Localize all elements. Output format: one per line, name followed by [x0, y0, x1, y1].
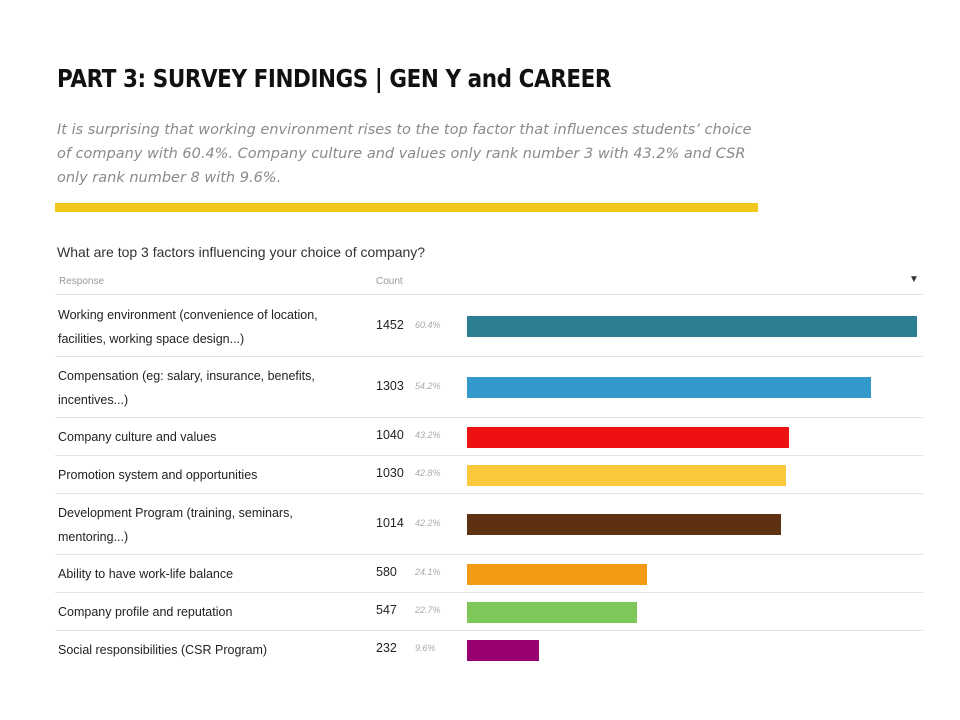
- count-value: 1014: [376, 515, 404, 530]
- chart-question: What are top 3 factors influencing your …: [57, 244, 426, 260]
- response-label: Company profile and reputation: [58, 605, 233, 619]
- percent-value: 54.2%: [415, 380, 441, 391]
- column-header-count[interactable]: Count: [376, 276, 403, 287]
- table-row: Company profile and reputation 547 22.7%: [55, 593, 923, 631]
- table-row: Company culture and values 1040 43.2%: [55, 418, 923, 456]
- page-subtitle: It is surprising that working environmen…: [57, 122, 752, 186]
- column-header-response[interactable]: Response: [59, 276, 105, 287]
- table-row: Social responsibilities (CSR Program) 232…: [55, 631, 923, 669]
- count-value: 1030: [376, 466, 404, 480]
- response-label: Working environment (convenience of loca…: [58, 307, 318, 346]
- table-row: Compensation (eg: salary, insurance, ben…: [55, 357, 923, 418]
- row-divider: [55, 417, 923, 418]
- count-value: 1040: [376, 428, 404, 442]
- count-value: 1452: [376, 317, 404, 332]
- percent-value: 43.2%: [415, 430, 441, 440]
- title-divider: [55, 203, 758, 212]
- percent-value: 22.7%: [415, 605, 441, 615]
- header-divider: [55, 294, 923, 295]
- bar: [467, 601, 637, 623]
- bar: [467, 377, 871, 398]
- row-divider: [55, 455, 923, 456]
- count-value: 580: [376, 565, 397, 579]
- bar: [467, 514, 781, 535]
- response-label: Development Program (training, seminars,…: [58, 505, 293, 544]
- percent-value: 24.1%: [415, 567, 441, 577]
- response-label: Ability to have work-life balance: [58, 567, 234, 581]
- bar: [467, 563, 647, 585]
- bar: [467, 426, 789, 448]
- row-divider: [55, 493, 923, 494]
- bar: [467, 316, 917, 337]
- percent-value: 60.4%: [415, 319, 441, 330]
- table-row: Working environment (convenience of loca…: [55, 296, 923, 357]
- percent-value: 9.6%: [415, 643, 436, 653]
- row-divider: [55, 630, 923, 631]
- bar: [467, 639, 539, 661]
- count-value: 1303: [376, 378, 404, 393]
- row-divider: [55, 356, 923, 357]
- caret-down-icon[interactable]: ▼: [909, 274, 919, 285]
- response-label: Compensation (eg: salary, insurance, ben…: [58, 368, 315, 407]
- count-value: 547: [376, 603, 397, 617]
- percent-value: 42.2%: [415, 517, 441, 528]
- bar: [467, 464, 786, 486]
- table-row: Promotion system and opportunities 1030 42…: [55, 456, 923, 494]
- percent-value: 42.8%: [415, 468, 441, 478]
- row-divider: [55, 554, 923, 555]
- response-label: Company culture and values: [58, 430, 217, 444]
- response-label: Promotion system and opportunities: [58, 468, 258, 482]
- table-row: Ability to have work-life balance 580 24.1…: [55, 555, 923, 593]
- row-divider: [55, 592, 923, 593]
- table-row: Development Program (training, seminars,…: [55, 494, 923, 555]
- response-label: Social responsibilities (CSR Program): [58, 643, 268, 657]
- count-value: 232: [376, 641, 397, 655]
- page-title: PART 3: SURVEY FINDINGS | GEN Y and CARE…: [57, 64, 611, 93]
